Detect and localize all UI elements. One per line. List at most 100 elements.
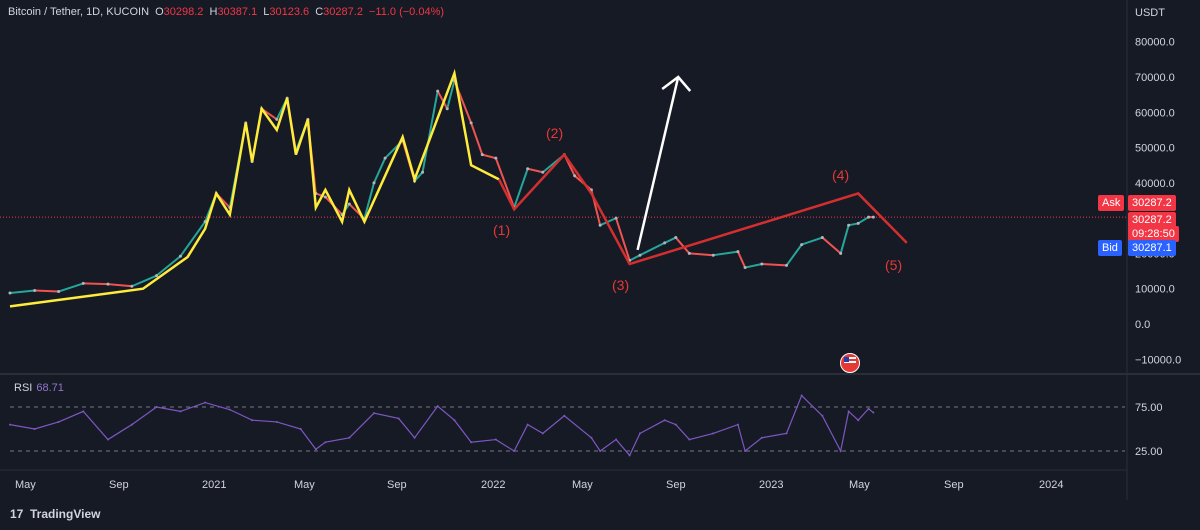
price-segment	[737, 251, 747, 268]
wave-label: (5)	[885, 257, 902, 273]
rsi-point	[130, 423, 133, 426]
price-point	[867, 215, 871, 219]
price-segment	[839, 224, 850, 254]
price-segment	[34, 289, 59, 293]
ask-value: 30287.2	[1128, 195, 1176, 211]
rsi-point	[513, 450, 516, 452]
time-axis-label: May	[294, 479, 315, 491]
price-point	[687, 251, 691, 255]
rsi-point	[413, 436, 416, 439]
rsi-point	[563, 414, 566, 417]
rsi-point	[663, 419, 666, 422]
countdown-tag: 09:28:50	[1128, 226, 1179, 242]
price-point	[8, 291, 12, 295]
price-segment	[527, 167, 544, 174]
price-segment	[363, 182, 375, 220]
high-label: H	[209, 6, 218, 18]
price-segment	[848, 222, 859, 227]
red-wave-line	[497, 152, 908, 266]
price-segment	[9, 289, 35, 294]
time-axis-label: May	[849, 479, 870, 491]
rsi-point	[615, 438, 618, 441]
price-segment	[689, 252, 714, 257]
rsi-point	[275, 420, 278, 423]
price-segment	[713, 250, 739, 257]
rsi-point	[314, 448, 317, 451]
price-point	[800, 243, 804, 247]
rsi-point	[204, 401, 207, 404]
price-point	[480, 153, 484, 157]
price-axis-tick: 10000.0	[1135, 284, 1175, 296]
rsi-point	[688, 438, 691, 441]
price-axis-tick: 0.0	[1135, 319, 1150, 331]
time-axis-label: Sep	[387, 479, 407, 491]
price-segment	[131, 274, 157, 288]
price-point	[421, 170, 425, 174]
price-point	[323, 195, 327, 199]
price-point	[839, 251, 843, 255]
change-value: −11.0 (−0.04%)	[369, 6, 445, 18]
price-segment	[761, 263, 787, 267]
rsi-point	[33, 428, 36, 430]
symbol-title: Bitcoin / Tether, 1D, KUCOIN	[8, 6, 150, 18]
price-segment	[155, 255, 182, 277]
price-point	[178, 254, 182, 258]
time-axis-label: May	[572, 479, 593, 491]
rsi-point	[867, 407, 870, 410]
rsi-point	[228, 408, 231, 411]
footer	[0, 500, 1200, 530]
us-flag-icon[interactable]	[840, 353, 860, 373]
price-point	[847, 223, 851, 227]
price-segment	[785, 244, 803, 267]
close-label: C	[315, 6, 324, 18]
rsi-label: RSI	[14, 382, 33, 394]
price-segment	[373, 157, 387, 184]
rsi-point	[872, 411, 875, 414]
price-segment	[179, 221, 206, 257]
rsi-point	[541, 432, 544, 435]
price-segment	[821, 236, 842, 255]
tradingview-logo[interactable]: 17 TradingView	[10, 507, 100, 521]
wave-label: (2)	[546, 125, 563, 141]
price-point	[81, 281, 85, 285]
rsi-point	[9, 423, 11, 426]
rsi-header: RSI 68.71	[14, 382, 64, 394]
close-value: 30287.2	[323, 6, 363, 18]
price-segment	[494, 157, 516, 208]
rsi-point	[372, 412, 375, 415]
last-price-tag: 30287.2	[1128, 212, 1176, 228]
rsi-point	[847, 410, 850, 413]
rsi-point	[857, 419, 860, 422]
time-axis-label: 2021	[202, 479, 226, 491]
open-label: O	[155, 6, 164, 18]
time-axis-label: Sep	[666, 479, 686, 491]
price-segment	[436, 90, 449, 110]
rsi-point	[453, 419, 456, 422]
price-axis-tick: 40000.0	[1135, 178, 1175, 190]
price-point	[541, 170, 545, 174]
bid-label: Bid	[1098, 240, 1122, 256]
price-point	[57, 290, 61, 294]
rsi-value: 68.71	[36, 382, 64, 394]
time-axis-label: Sep	[944, 479, 964, 491]
price-point	[743, 266, 747, 270]
price-point	[33, 288, 37, 292]
low-label: L	[263, 6, 270, 18]
rsi-point	[760, 436, 763, 439]
price-segment	[744, 263, 763, 269]
rsi-point	[82, 410, 85, 413]
price-point	[573, 174, 577, 178]
ask-label: Ask	[1098, 195, 1125, 211]
tradingview-brand: TradingView	[30, 507, 101, 521]
symbol-header: Bitcoin / Tether, 1D, KUCOIN O30298.2 H 3…	[8, 6, 447, 18]
wave-label: (4)	[832, 167, 849, 183]
rsi-point	[251, 419, 254, 422]
wave-label: (3)	[612, 277, 629, 293]
price-axis-currency: USDT	[1135, 7, 1165, 19]
price-segment	[513, 168, 529, 208]
open-value: 30298.2	[163, 6, 204, 18]
rsi-point	[638, 432, 641, 435]
price-point	[372, 181, 376, 185]
